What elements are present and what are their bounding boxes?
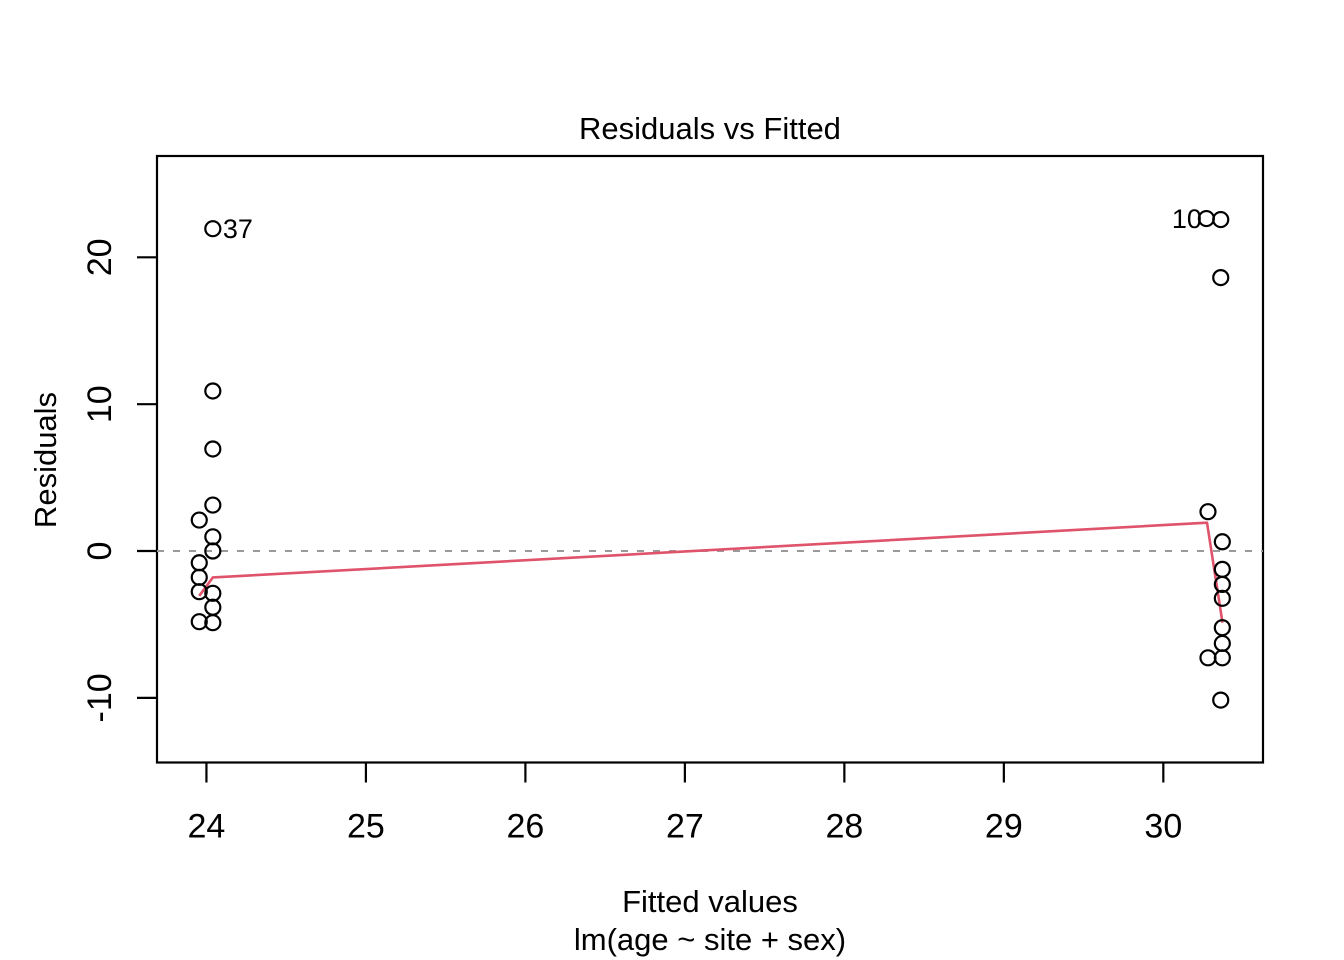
data-point (204, 614, 222, 632)
x-tick-label: 27 (666, 808, 704, 846)
data-points-layer (190, 209, 1231, 709)
data-point (190, 583, 208, 601)
y-tick-label: 20 (81, 238, 119, 276)
data-point (1199, 503, 1217, 521)
data-point (1213, 560, 1231, 578)
data-point (1212, 210, 1230, 229)
model-formula-label: lm(age ~ site + sex) (574, 922, 846, 957)
data-point (1213, 634, 1231, 653)
point-label-37: 37 (223, 214, 253, 244)
data-point (1212, 268, 1230, 287)
y-tick-label: 10 (81, 385, 119, 423)
data-point (190, 613, 208, 631)
y-axis-label: Residuals (28, 392, 63, 528)
data-point (190, 511, 208, 529)
data-point (1199, 649, 1217, 667)
data-point (204, 598, 222, 616)
x-tick-label: 25 (347, 808, 385, 846)
data-point (190, 554, 208, 572)
data-point (1212, 691, 1230, 709)
smoother-layer (198, 521, 1224, 623)
axis-ticks-layer: 24 25 26 27 28 29 30 -10 0 10 20 (81, 238, 1182, 845)
x-tick-label: 26 (506, 808, 544, 846)
plot-frame-layer (155, 154, 1265, 764)
x-tick-label: 30 (1144, 808, 1182, 846)
data-point (204, 382, 222, 400)
y-tick-label: -10 (81, 673, 119, 722)
data-point (204, 542, 222, 560)
chart-title: Residuals vs Fitted (579, 111, 841, 146)
point-label-10: 10 (1172, 204, 1202, 234)
data-point (204, 496, 222, 514)
x-axis-label: Fitted values (622, 884, 798, 919)
data-point (1213, 589, 1231, 607)
data-point (204, 220, 222, 238)
x-tick-label: 29 (985, 808, 1023, 846)
data-point (1213, 649, 1231, 667)
x-tick-label: 24 (188, 808, 226, 846)
point-labels-layer: 37 10 (223, 204, 1202, 244)
data-point (204, 440, 222, 458)
data-point (190, 568, 208, 586)
x-tick-label: 28 (825, 808, 863, 846)
data-point (204, 528, 222, 546)
y-tick-label: 0 (81, 542, 119, 561)
lowess-smoother-line (198, 521, 1224, 623)
data-point (1213, 533, 1231, 551)
plot-frame (155, 154, 1265, 764)
